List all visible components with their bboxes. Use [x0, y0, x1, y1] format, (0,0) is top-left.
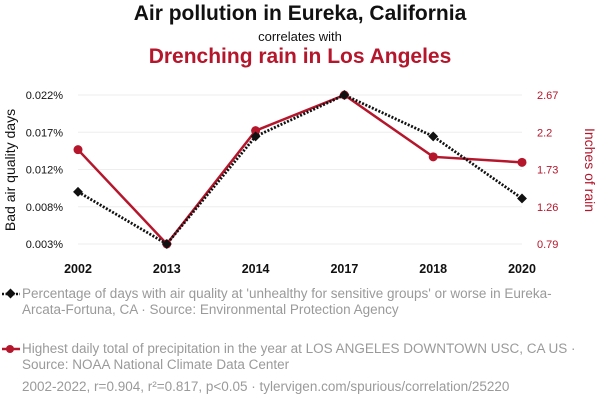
legend-item-rain: Highest daily total of precipitation in …	[2, 341, 592, 373]
y-tick-left: 0.022%	[26, 90, 64, 102]
x-tick: 2002	[64, 262, 92, 276]
chart-title-secondary: Drenching rain in Los Angeles	[148, 45, 452, 68]
y-tick-right: 0.79	[537, 239, 558, 251]
x-tick: 2018	[419, 262, 447, 276]
y-tick-right: 1.73	[537, 165, 558, 177]
series-line-rain	[77, 93, 523, 246]
x-tick: 2014	[242, 262, 270, 276]
y-tick-left: 0.008%	[26, 202, 64, 214]
chart: 0.003% 0.008% 0.012% 0.017% 0.022% 0.79 1.26 1.…	[2, 90, 598, 276]
y-tick-right: 1.26	[537, 202, 558, 214]
y-tick-left: 0.003%	[26, 239, 64, 251]
y-tick-left: 0.012%	[26, 165, 64, 177]
data-point-air-quality	[73, 186, 83, 197]
data-point-air-quality	[161, 239, 172, 249]
legend-marker-diamond-icon	[2, 288, 20, 299]
x-tick: 2020	[508, 262, 536, 276]
data-point-rain	[517, 157, 527, 167]
x-tick: 2017	[330, 262, 358, 276]
legend-text-air-quality: Percentage of days with air quality at '…	[22, 286, 552, 317]
y-axis-label-left: Bad air quality days	[2, 109, 18, 231]
data-point-rain	[73, 145, 83, 155]
data-point-rain	[428, 152, 438, 162]
legend-item-air-quality: Percentage of days with air quality at '…	[2, 286, 592, 318]
y-tick-right: 2.67	[537, 90, 558, 102]
y-tick-left: 0.017%	[26, 127, 64, 139]
chart-subtitle: correlates with	[258, 29, 342, 44]
footer-stats: 2002-2022, r=0.904, r²=0.817, p<0.05 · t…	[22, 379, 510, 394]
chart-title: Air pollution in Eureka, California	[133, 2, 467, 25]
data-point-air-quality	[250, 131, 261, 142]
y-tick-right: 2.2	[537, 127, 552, 139]
legend-marker-circle-icon	[2, 345, 20, 353]
data-point-air-quality	[428, 131, 439, 142]
legend-text-rain: Highest daily total of precipitation in …	[22, 341, 576, 372]
x-tick: 2013	[153, 262, 181, 276]
data-point-air-quality	[517, 193, 527, 204]
data-point-rain	[251, 126, 261, 136]
y-axis-label-right: Inches of rain	[582, 128, 598, 212]
